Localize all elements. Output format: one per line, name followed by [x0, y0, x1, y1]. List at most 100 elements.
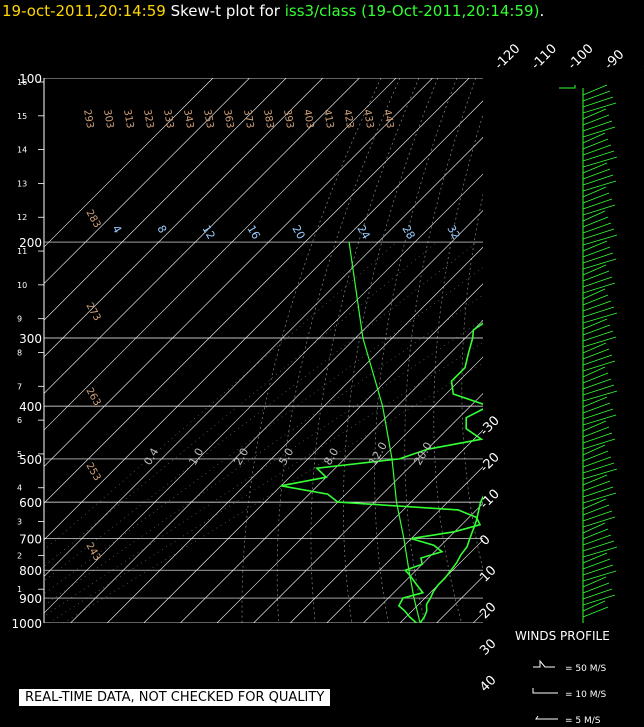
isotherm-line [44, 173, 483, 614]
top-temperature-label: -120 [492, 41, 523, 72]
right-temperature-label: -20 [477, 450, 503, 476]
right-temperature-label: 0 [477, 532, 493, 548]
dry-adiabat-line [541, 78, 608, 623]
right-temperature-label: -30 [477, 413, 503, 439]
wind-barb [582, 510, 613, 522]
top-temperature-label: -80 [638, 47, 644, 73]
wind-barb [582, 294, 609, 306]
isotherm-line [546, 78, 644, 623]
dry-adiabat-line [343, 78, 439, 623]
dry-adiabat-line [635, 78, 644, 623]
wind-barb [582, 354, 613, 366]
wind-barb [582, 540, 615, 552]
wind-barb [582, 180, 617, 192]
wind-barb [582, 258, 617, 270]
plot-grid [44, 78, 644, 623]
dry-adiabat-label: 443 [381, 109, 395, 130]
wind-barb [582, 114, 610, 126]
wind-barb [582, 96, 614, 108]
dry-adiabat-label: 273 [83, 301, 102, 323]
isotherm-line [510, 78, 644, 623]
height-tick-label: 10 [17, 281, 27, 290]
isotherm-line [44, 78, 324, 358]
isotherm-line [44, 78, 397, 431]
dry-adiabat-label: 433 [361, 109, 375, 130]
moist-adiabat-label: 8.0 [321, 446, 341, 468]
wind-legend-10: = 10 M/S [565, 690, 607, 700]
moist-adiabat-label: 2.0 [231, 446, 251, 468]
height-tick-label: 5 [17, 450, 22, 459]
isotherm-line [289, 429, 483, 623]
wind-barb [582, 252, 614, 264]
isotherm-line [44, 78, 287, 321]
wind-barb [582, 570, 617, 582]
wind-barb [582, 408, 614, 420]
right-temperature-label: 20 [477, 600, 499, 622]
wind-barb [582, 450, 609, 462]
wind-barb [582, 528, 609, 540]
top-temperature-label: -100 [565, 41, 596, 72]
moist-adiabat-label: 1.0 [186, 446, 206, 468]
wind-barb [582, 216, 609, 228]
wind-barb [582, 444, 606, 456]
wind-barb [582, 516, 616, 528]
dry-adiabat-label: 343 [181, 109, 195, 130]
wind-profile [559, 84, 618, 623]
dry-adiabat-line [613, 78, 644, 623]
pressure-tick-label: 700 [19, 533, 42, 547]
mixing-ratio-label: 16 [244, 223, 262, 242]
height-tick-label: 14 [17, 146, 27, 155]
dry-adiabat-label: 243 [83, 541, 102, 563]
wind-barb [582, 306, 615, 318]
top-temperature-label: -90 [602, 47, 628, 73]
wind-barb [582, 438, 616, 450]
wind-barb [582, 432, 613, 444]
wind-barb [582, 594, 616, 606]
mixing-ratio-label: 28 [399, 223, 417, 242]
wind-barb [582, 222, 612, 234]
dry-adiabat-label: 413 [321, 109, 335, 130]
temperature-trace [419, 495, 483, 623]
height-tick-label: 15 [17, 112, 27, 121]
wind-barb [582, 174, 614, 186]
height-tick-label: 3 [17, 518, 22, 527]
wind-barb [582, 402, 611, 414]
height-tick-label: 11 [17, 247, 27, 256]
dry-adiabat-label: 383 [261, 109, 275, 130]
isotherm-line [44, 78, 360, 394]
wind-barb [582, 270, 610, 282]
mixing-ratio-label: 20 [289, 223, 307, 242]
wind-barb [582, 300, 612, 312]
plot-axes: 1002003004005006007008009001000161514131… [11, 41, 644, 695]
dry-adiabat-label: 333 [161, 109, 175, 130]
sounding-traces [280, 242, 483, 623]
wind-barb [582, 372, 609, 384]
dry-adiabat-line [276, 78, 401, 623]
wind-barb [582, 276, 613, 288]
isotherm-line [216, 356, 483, 623]
wind-barb [582, 210, 606, 222]
right-temperature-label: 30 [477, 636, 499, 658]
pressure-tick-label: 200 [19, 236, 42, 250]
title-period: . [539, 2, 545, 20]
pressure-tick-label: 800 [19, 564, 42, 578]
wind-barb [582, 522, 606, 534]
wind-barb [582, 126, 616, 138]
wind-barb [582, 462, 615, 474]
pressure-tick-label: 300 [19, 332, 42, 346]
wind-barb [582, 150, 615, 162]
wind-legend: = 50 M/S = 10 M/S = 5 M/S [532, 659, 607, 726]
wind-barb [582, 234, 618, 246]
isotherm-line [44, 78, 470, 504]
right-temperature-label: 10 [477, 563, 499, 585]
height-tick-label: 2 [17, 551, 22, 560]
pressure-tick-label: 600 [19, 496, 42, 510]
parcel-trace [348, 242, 421, 623]
pressure-tick-label: 400 [19, 400, 42, 414]
mixing-ratio-label: 24 [354, 223, 372, 242]
isotherm-line [472, 612, 483, 623]
height-tick-label: 13 [17, 179, 27, 188]
isotherm-line [44, 78, 214, 248]
wind-barb [582, 384, 615, 396]
dry-adiabat-label: 253 [83, 461, 102, 483]
